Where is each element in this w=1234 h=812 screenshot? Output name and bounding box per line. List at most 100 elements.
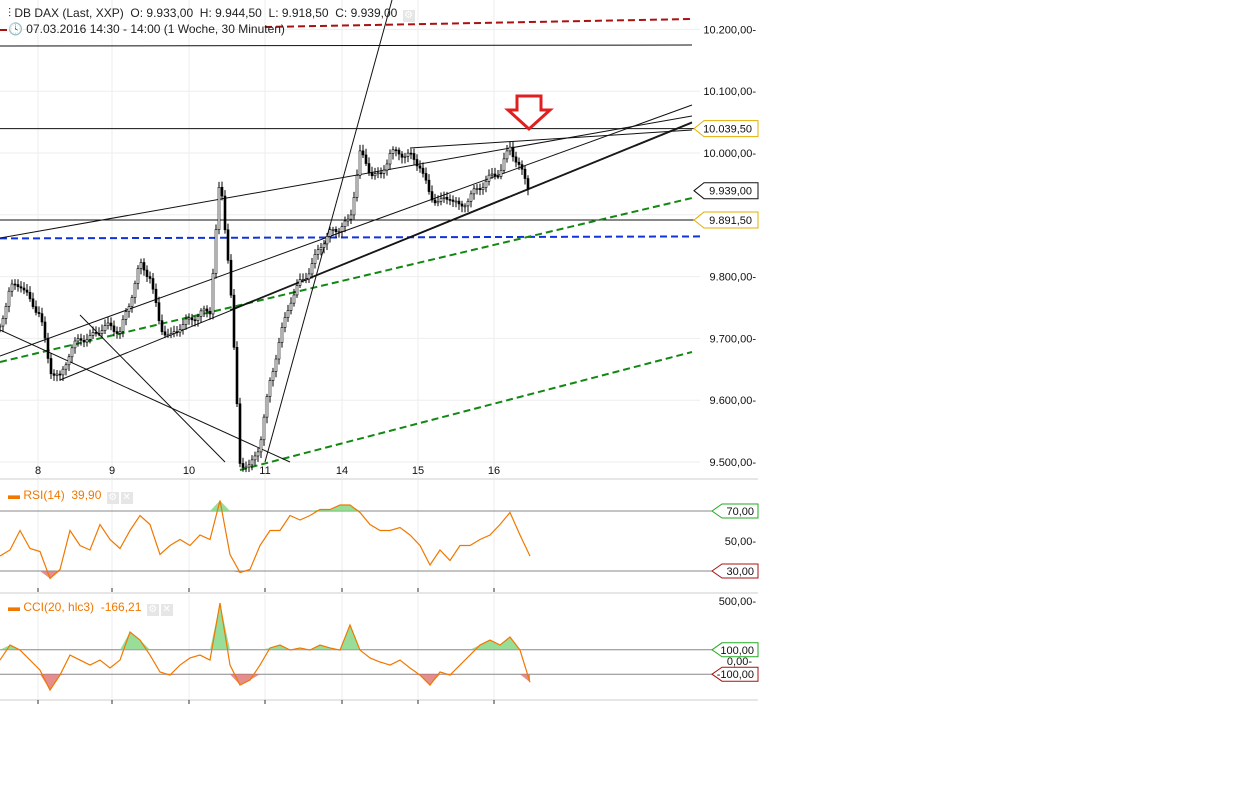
candle-body [484,180,488,188]
candle-body [418,165,422,169]
candle-body [526,178,530,190]
candle-body [334,229,338,232]
candle-body [91,332,95,336]
candlestick-settings-icon[interactable]: ⫶ [8,6,12,20]
candle-body [277,342,281,360]
candle-body [238,403,242,464]
candle-body [346,218,350,222]
candle-body [388,153,392,165]
candle-body [148,276,152,279]
candle-body [106,322,110,326]
candle-body [298,279,302,286]
candle-body [85,338,89,343]
candle-body [472,188,476,195]
candle-body [46,337,50,359]
chart-range: 🕓 07.03.2016 14:30 - 14:00 (1 Woche, 30 … [8,22,285,36]
candle-body [373,173,377,177]
candle-body [340,226,344,232]
trend-line [409,129,693,149]
rsi-label: RSI(14) [23,488,65,502]
green-dashed-trendline [0,197,693,363]
rsi-oversold-fill [0,571,530,579]
candle-body [379,172,383,175]
candle-body [235,347,239,405]
candle-body [493,173,497,177]
price-tag [693,182,759,200]
candle-body [313,254,317,264]
candle-body [391,149,395,154]
trend-line [264,0,393,463]
candle-body [145,269,149,277]
candle-body [172,331,176,334]
candle-body [256,451,260,457]
candle-body [166,334,170,337]
candle-body [316,249,320,255]
candle-body [193,319,197,322]
candle-body [457,200,461,205]
cci-axis-label: 0,00- [727,656,752,668]
clock-icon: 🕓 [8,22,23,36]
candle-body [142,262,146,271]
candle-body [409,152,413,155]
candle-body [376,172,380,175]
candle-body [349,214,353,220]
candle-body [124,311,128,320]
rsi-level-label: 30,00 [726,566,754,578]
candle-body [175,331,179,334]
price-tag [693,120,759,138]
candle-body [331,229,335,231]
candle-body [208,311,212,315]
price-axis-label: 10.200,00- [703,24,756,36]
range-text: 07.03.2016 14:30 - 14:00 (1 Woche, 30 Mi… [26,22,285,36]
price-axis-label: 9.600,00- [710,395,757,407]
candle-body [169,333,173,336]
candle-body [55,373,59,376]
candle-body [487,174,491,182]
cci-line [0,602,531,692]
rsi-close-button[interactable]: ✕ [120,492,133,504]
settings-button[interactable]: ⚙ [402,10,415,22]
candle-body [295,285,299,296]
candle-body [355,175,359,198]
cci-close-button[interactable]: ✕ [160,604,173,616]
candle-body [139,262,143,269]
candle-body [301,279,305,281]
candle-body [247,464,251,468]
candle-body [310,263,314,275]
candle-body [157,302,161,321]
candle-body [10,283,14,292]
green-dashed-trendline [239,351,693,471]
candle-body [415,159,419,167]
candle-body [292,294,296,304]
candle-body [88,335,92,340]
candle-body [49,358,53,375]
time-axis-label: 15 [412,465,424,477]
candle-body [16,284,20,288]
cci-level-label: -100,00 [717,669,754,681]
price-tag-label: 10.039,50 [703,124,752,136]
candle-body [322,243,326,248]
candle-body [109,322,113,327]
candle-body [259,439,263,453]
candle-body [358,150,362,176]
candle-body [445,196,449,200]
candle-body [31,298,35,307]
candle-body [427,179,431,192]
candle-body [67,356,71,366]
candle-body [250,459,254,466]
candle-body [424,173,428,181]
candle-body [469,193,473,202]
cci-level-label: 100,00 [720,645,754,657]
candle-body [406,152,410,157]
rsi-settings-button[interactable]: ⚙ [106,492,119,504]
candle-body [130,297,134,307]
cci-settings-button[interactable]: ⚙ [146,604,159,616]
candle-body [187,317,191,320]
trend-line [0,115,693,239]
candle-body [160,320,164,333]
candle-body [280,327,284,343]
candle-body [274,358,278,372]
candle-body [82,339,86,343]
cci-level-tag [711,666,759,682]
